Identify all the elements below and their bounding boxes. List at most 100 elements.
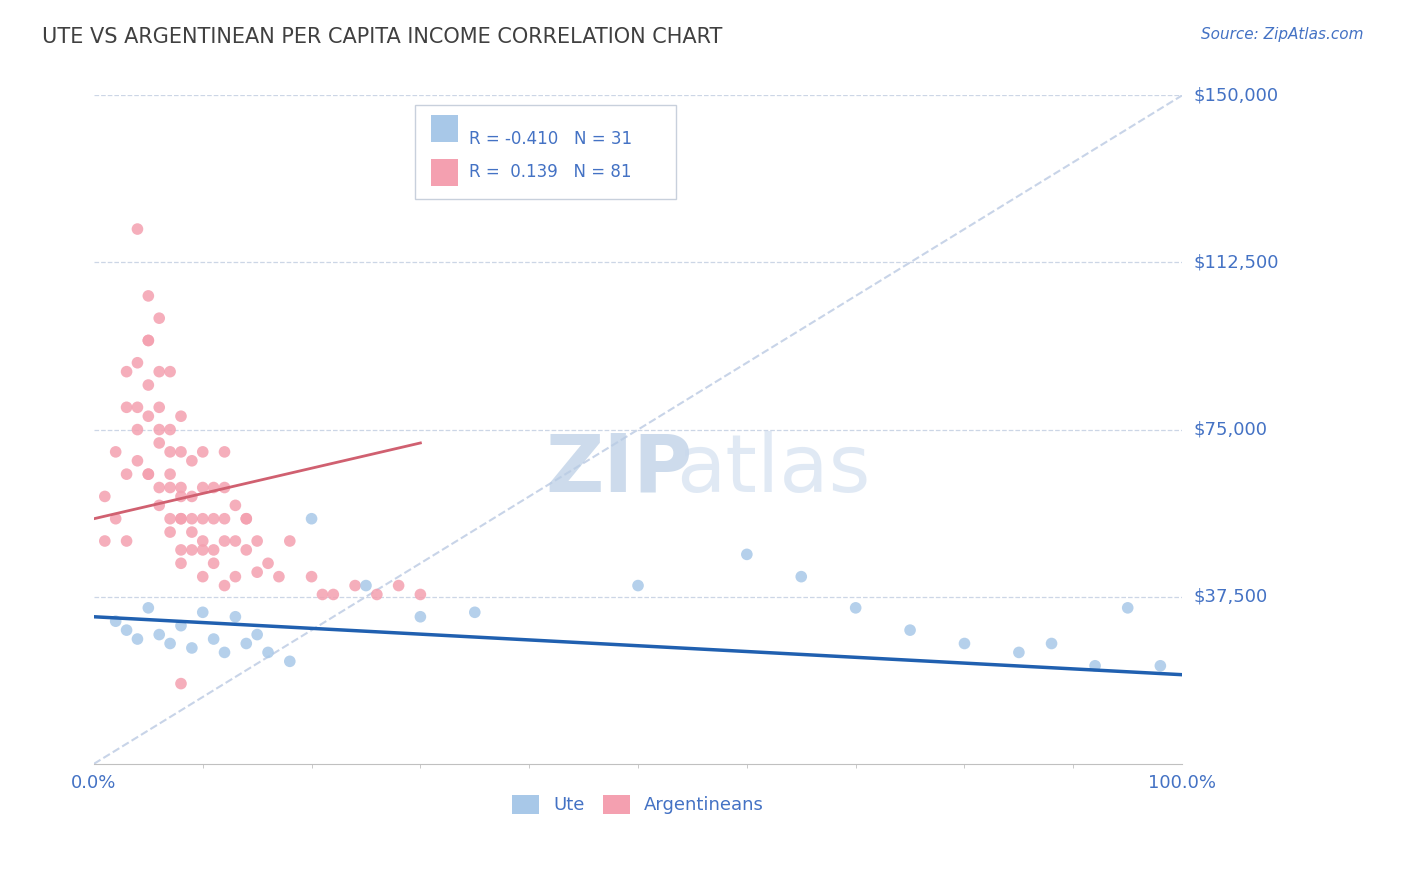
Point: [257, 556, 280, 570]
Point: [138, 409, 160, 424]
Point: [246, 627, 269, 641]
Point: [202, 512, 225, 526]
Point: [127, 454, 149, 468]
Point: [127, 632, 149, 646]
Point: [159, 467, 181, 482]
Point: [409, 587, 432, 601]
Point: [148, 401, 170, 415]
Point: [898, 623, 921, 637]
Point: [1116, 600, 1139, 615]
Point: [170, 490, 193, 504]
Point: [159, 481, 181, 495]
Text: $37,500: $37,500: [1194, 588, 1267, 606]
Point: [138, 334, 160, 348]
Point: [735, 547, 758, 561]
Point: [159, 525, 181, 540]
Point: [278, 534, 301, 549]
Point: [180, 512, 202, 526]
Point: [148, 481, 170, 495]
Point: [214, 534, 236, 549]
Point: [180, 542, 202, 557]
Point: [267, 569, 290, 583]
Point: [202, 542, 225, 557]
Point: [191, 569, 214, 583]
Point: [180, 454, 202, 468]
Point: [170, 676, 193, 690]
Point: [202, 481, 225, 495]
Text: ZIP: ZIP: [546, 431, 693, 508]
Point: [148, 627, 170, 641]
Point: [159, 512, 181, 526]
Point: [138, 600, 160, 615]
Point: [388, 578, 411, 592]
Point: [224, 609, 246, 624]
Point: [246, 534, 269, 549]
Point: [170, 481, 193, 495]
Point: [344, 578, 367, 592]
FancyBboxPatch shape: [415, 105, 676, 199]
Point: [138, 467, 160, 482]
Point: [214, 481, 236, 495]
Point: [115, 365, 138, 379]
Point: [170, 445, 193, 459]
Point: [115, 534, 138, 549]
Point: [301, 512, 323, 526]
Point: [464, 605, 486, 619]
Text: $112,500: $112,500: [1194, 253, 1278, 271]
Point: [191, 512, 214, 526]
Point: [366, 587, 388, 601]
Point: [148, 365, 170, 379]
Point: [104, 445, 127, 459]
Text: Source: ZipAtlas.com: Source: ZipAtlas.com: [1201, 27, 1364, 42]
Point: [246, 565, 269, 579]
Point: [409, 609, 432, 624]
Point: [191, 481, 214, 495]
Point: [214, 578, 236, 592]
Point: [301, 569, 323, 583]
Point: [180, 490, 202, 504]
Text: R =  0.139   N = 81: R = 0.139 N = 81: [470, 163, 631, 181]
Point: [104, 512, 127, 526]
Point: [138, 378, 160, 392]
Point: [224, 534, 246, 549]
Point: [138, 289, 160, 303]
Text: $150,000: $150,000: [1194, 87, 1278, 104]
Point: [1149, 658, 1171, 673]
Bar: [432, 115, 458, 142]
Point: [170, 618, 193, 632]
Point: [191, 542, 214, 557]
Point: [1008, 645, 1031, 659]
Point: [278, 654, 301, 668]
Point: [354, 578, 377, 592]
Point: [170, 556, 193, 570]
Point: [94, 490, 117, 504]
Point: [159, 423, 181, 437]
Point: [311, 587, 333, 601]
Text: atlas: atlas: [676, 431, 870, 508]
Point: [159, 365, 181, 379]
Point: [138, 334, 160, 348]
Point: [953, 636, 976, 650]
Point: [148, 499, 170, 513]
Point: [138, 467, 160, 482]
Point: [115, 467, 138, 482]
Point: [257, 645, 280, 659]
Point: [148, 423, 170, 437]
Point: [170, 409, 193, 424]
Point: [127, 401, 149, 415]
Point: [322, 587, 344, 601]
Point: [214, 645, 236, 659]
Point: [191, 534, 214, 549]
Point: [170, 542, 193, 557]
Bar: [432, 159, 458, 186]
Point: [148, 436, 170, 450]
Point: [224, 569, 246, 583]
Point: [1040, 636, 1063, 650]
Point: [845, 600, 868, 615]
Point: [127, 423, 149, 437]
Point: [235, 512, 257, 526]
Point: [180, 640, 202, 655]
Point: [127, 356, 149, 370]
Point: [127, 222, 149, 236]
Point: [94, 534, 117, 549]
